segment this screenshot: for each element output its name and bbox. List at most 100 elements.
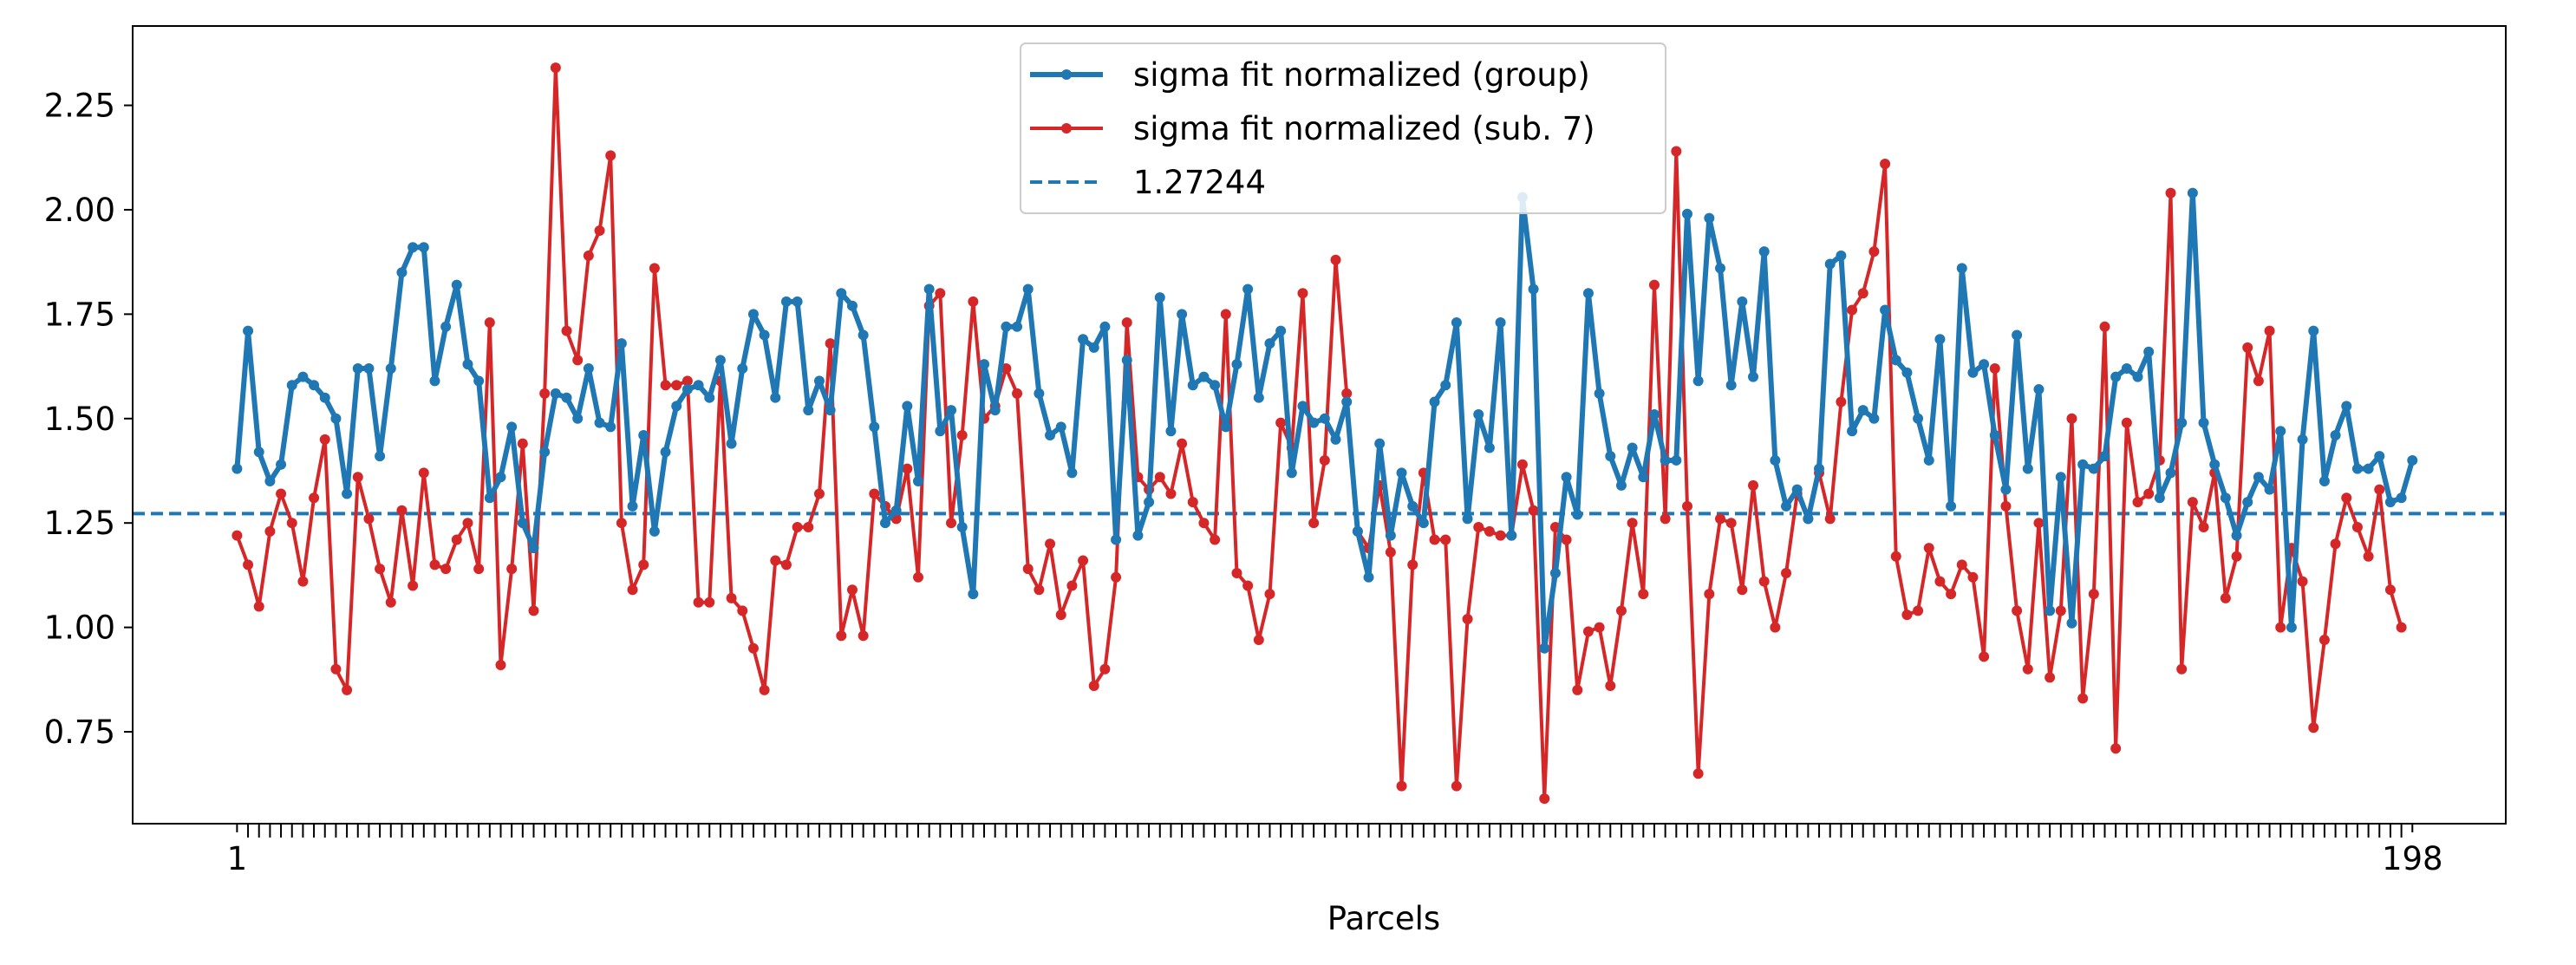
data-point-group: [1572, 509, 1583, 520]
data-point-subject: [2253, 375, 2264, 387]
data-point-group: [1462, 513, 1473, 525]
data-point-group: [638, 430, 649, 441]
data-point-group: [2198, 417, 2209, 428]
data-point-subject: [473, 564, 485, 575]
data-point-group: [1956, 263, 1967, 274]
data-point-group: [1198, 371, 1210, 382]
data-point-subject: [704, 597, 715, 608]
data-point-group: [2012, 329, 2023, 341]
data-point-group: [2143, 346, 2155, 357]
data-point-subject: [649, 263, 660, 274]
data-point-subject: [2022, 663, 2033, 675]
data-point-subject: [935, 288, 946, 299]
data-point-group: [627, 500, 638, 512]
data-point-subject: [846, 584, 858, 596]
data-point-subject: [792, 522, 803, 533]
data-point-subject: [1836, 396, 1847, 408]
legend-entry-group: sigma fit normalized (group): [1030, 56, 1590, 94]
data-point-subject: [1638, 589, 1649, 600]
data-point-subject: [440, 564, 452, 575]
data-point-group: [902, 401, 913, 412]
data-point-subject: [253, 601, 264, 612]
data-point-subject: [2220, 592, 2231, 603]
data-point-group: [935, 426, 946, 437]
data-point-group: [803, 405, 814, 416]
data-point-group: [858, 329, 869, 341]
data-point-subject: [1473, 522, 1484, 533]
data-point-group: [2351, 463, 2363, 474]
data-point-subject: [1615, 605, 1627, 616]
data-point-subject: [1165, 488, 1177, 499]
data-point-group: [232, 463, 243, 474]
data-point-subject: [342, 684, 353, 695]
data-point-group: [770, 392, 781, 403]
data-point-group: [1748, 371, 1759, 382]
data-point-group: [1648, 408, 1660, 420]
data-point-subject: [1319, 454, 1330, 466]
data-point-group: [561, 392, 572, 403]
data-point-subject: [1979, 651, 1990, 662]
data-point-subject: [286, 518, 297, 529]
legend-entry-subject: sigma fit normalized (sub. 7): [1030, 110, 1595, 147]
series-layer: [133, 62, 2506, 805]
data-point-subject: [770, 555, 781, 566]
data-point-subject: [2143, 488, 2155, 499]
data-point-group: [1264, 338, 1275, 349]
data-point-group: [1627, 442, 1638, 453]
data-point-subject: [1308, 518, 1320, 529]
data-point-group: [330, 413, 342, 424]
data-point-group: [550, 388, 561, 399]
data-point-subject: [276, 488, 287, 499]
data-point-group: [1791, 484, 1803, 495]
data-point-group: [2000, 484, 2012, 495]
data-point-group: [2231, 530, 2242, 541]
data-point-group: [1286, 467, 1297, 479]
data-point-group: [276, 459, 287, 470]
data-point-subject: [2165, 187, 2176, 199]
data-point-subject: [462, 518, 473, 529]
data-point-group: [1045, 430, 1056, 441]
data-point-subject: [803, 522, 814, 533]
data-point-group: [1561, 472, 1572, 483]
data-point-group: [890, 505, 902, 516]
data-point-group: [1549, 567, 1561, 578]
data-point-subject: [1594, 622, 1605, 633]
data-point-group: [1078, 334, 1089, 345]
data-point-subject: [561, 325, 572, 336]
data-point-group: [2308, 325, 2319, 336]
data-point-group: [825, 405, 836, 416]
data-point-subject: [352, 472, 363, 483]
data-point-subject: [1187, 497, 1198, 508]
data-point-group: [1880, 304, 1891, 316]
data-point-group: [429, 375, 440, 387]
data-point-group: [408, 242, 419, 253]
data-point-subject: [946, 518, 957, 529]
data-point-group: [1594, 388, 1605, 399]
data-point-subject: [243, 559, 254, 571]
data-point-subject: [2396, 622, 2407, 633]
data-point-subject: [1715, 513, 1725, 525]
data-point-subject: [2000, 500, 2012, 512]
data-point-group: [1330, 434, 1341, 445]
data-point-group: [1582, 288, 1594, 299]
data-point-subject: [319, 434, 330, 445]
data-point-subject: [2330, 538, 2341, 550]
y-tick-label: 1.75: [44, 296, 115, 333]
data-point-group: [2396, 492, 2407, 504]
data-point-group: [2132, 371, 2143, 382]
data-point-subject: [1758, 576, 1770, 587]
data-point-subject: [1341, 388, 1353, 399]
data-point-subject: [1692, 768, 1704, 779]
data-point-group: [2077, 459, 2089, 470]
data-point-subject: [913, 571, 923, 583]
data-point-subject: [1078, 555, 1089, 566]
data-point-subject: [583, 250, 594, 261]
data-point-group: [264, 476, 276, 487]
data-point-group: [1451, 316, 1462, 328]
legend-entry-reference: 1.27244: [1030, 164, 1266, 201]
data-point-subject: [1484, 525, 1495, 537]
data-point-group: [418, 242, 429, 253]
data-point-group: [506, 421, 518, 433]
data-point-subject: [2099, 321, 2110, 332]
